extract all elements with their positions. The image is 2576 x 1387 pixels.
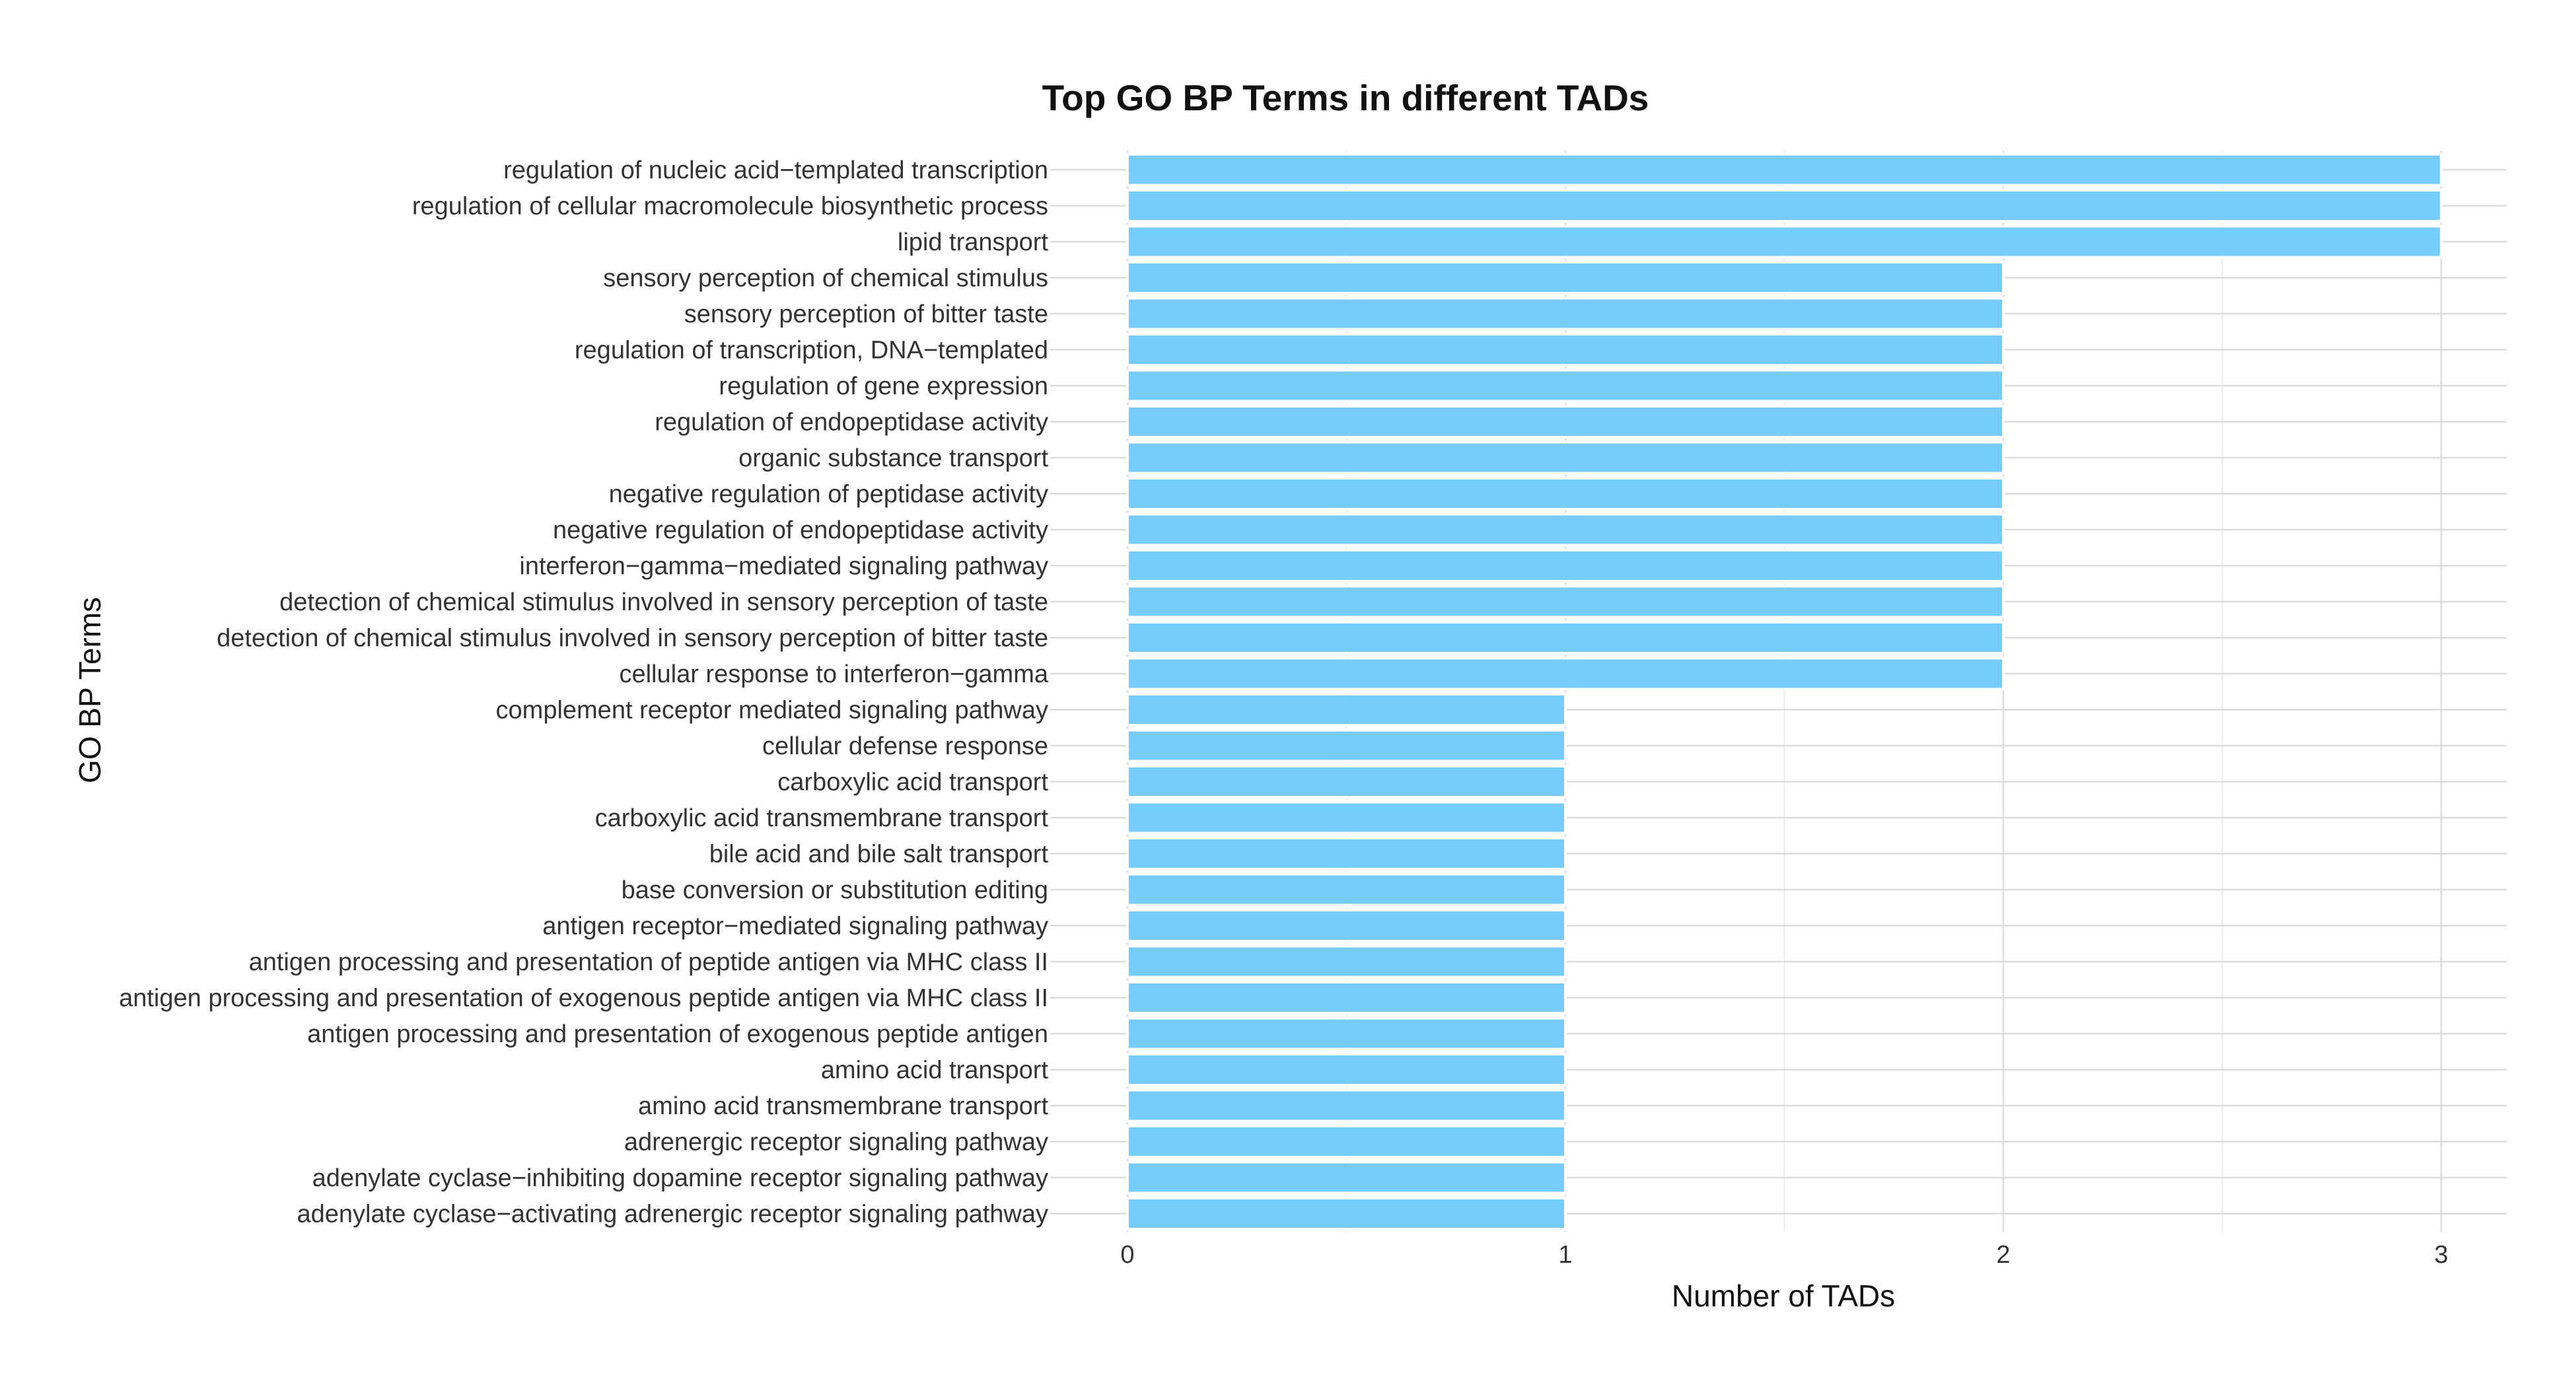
y-tick-label: negative regulation of peptidase activit… — [609, 481, 1048, 509]
bar — [1126, 765, 1567, 799]
bar — [1126, 1125, 1567, 1158]
bar — [1126, 297, 2005, 331]
bar — [1126, 729, 1567, 763]
bar — [1126, 1088, 1567, 1123]
y-tick-label: regulation of gene expression — [719, 373, 1048, 400]
y-tick-label: adenylate cyclase−activating adrenergic … — [297, 1201, 1048, 1228]
bar — [1126, 872, 1567, 907]
x-tick-label: 1 — [1558, 1241, 1572, 1269]
y-tick-label: negative regulation of endopeptidase act… — [553, 516, 1048, 544]
bar — [1126, 944, 1567, 979]
y-tick-label: carboxylic acid transport — [777, 769, 1048, 797]
bar — [1126, 621, 2005, 655]
y-tick-label: sensory perception of bitter taste — [684, 301, 1048, 328]
x-tick-labels: 0 1 2 3 — [1120, 1241, 2448, 1269]
y-tick-label: complement receptor mediated signaling p… — [496, 697, 1048, 725]
y-tick-label: lipid transport — [898, 229, 1049, 256]
y-tick-label: amino acid transport — [821, 1057, 1049, 1085]
y-tick-label: base conversion or substitution editing — [622, 876, 1048, 904]
y-tick-label: cellular response to interferon−gamma — [619, 660, 1048, 688]
bar — [1126, 657, 2005, 691]
y-tick-label: sensory perception of chemical stimulus — [603, 265, 1048, 293]
x-tick-label: 2 — [1996, 1241, 2010, 1269]
chart-title: Top GO BP Terms in different TADs — [1042, 77, 1649, 118]
bar — [1126, 513, 2005, 547]
y-tick-label: antigen processing and presentation of e… — [307, 1020, 1048, 1048]
bar — [1126, 693, 1567, 727]
y-tick-label: adenylate cyclase−inhibiting dopamine re… — [312, 1164, 1048, 1192]
y-tick-label: cellular defense response — [762, 732, 1048, 760]
x-tick-label: 0 — [1120, 1241, 1134, 1269]
bar — [1126, 333, 2005, 367]
bar — [1126, 585, 2005, 619]
y-tick-labels: regulation of nucleic acid−templated tra… — [119, 157, 1049, 1228]
bar — [1126, 800, 1567, 835]
bar — [1126, 189, 2443, 223]
y-tick-label: regulation of endopeptidase activity — [655, 409, 1048, 437]
y-tick-label: amino acid transmembrane transport — [638, 1092, 1048, 1120]
y-tick-label: regulation of cellular macromolecule bio… — [412, 193, 1048, 221]
bar — [1126, 261, 2005, 295]
y-tick-label: detection of chemical stimulus involved … — [217, 625, 1048, 653]
bar — [1126, 1016, 1567, 1051]
bar — [1126, 837, 1567, 871]
y-tick-label: carboxylic acid transmembrane transport — [595, 804, 1049, 832]
bar — [1126, 549, 2005, 583]
bar — [1126, 369, 2005, 403]
bar — [1126, 405, 2005, 439]
y-tick-label: bile acid and bile salt transport — [709, 841, 1049, 869]
bar — [1126, 1197, 1567, 1230]
bar — [1126, 153, 2443, 187]
y-tick-label: regulation of transcription, DNA−templat… — [575, 337, 1048, 365]
bar — [1126, 477, 2005, 511]
bar — [1126, 981, 1567, 1014]
y-tick-label: antigen processing and presentation of e… — [119, 985, 1048, 1013]
bar — [1126, 1053, 1567, 1086]
bar — [1126, 441, 2005, 475]
y-tick-label: organic substance transport — [738, 445, 1048, 472]
y-tick-label: interferon−gamma−mediated signaling path… — [519, 553, 1048, 581]
y-tick-label: antigen processing and presentation of p… — [249, 948, 1048, 976]
bar — [1126, 909, 1567, 942]
y-tick-label: regulation of nucleic acid−templated tra… — [503, 157, 1048, 184]
x-axis-title: Number of TADs — [1672, 1279, 1895, 1313]
bar — [1126, 225, 2443, 259]
bars — [1126, 153, 2443, 1230]
y-tick-label: antigen receptor−mediated signaling path… — [542, 913, 1048, 941]
bar — [1126, 1160, 1567, 1195]
y-tick-label: adrenergic receptor signaling pathway — [624, 1129, 1048, 1156]
y-axis-title: GO BP Terms — [73, 597, 107, 783]
x-tick-label: 3 — [2434, 1241, 2448, 1269]
y-tick-label: detection of chemical stimulus involved … — [279, 588, 1048, 616]
